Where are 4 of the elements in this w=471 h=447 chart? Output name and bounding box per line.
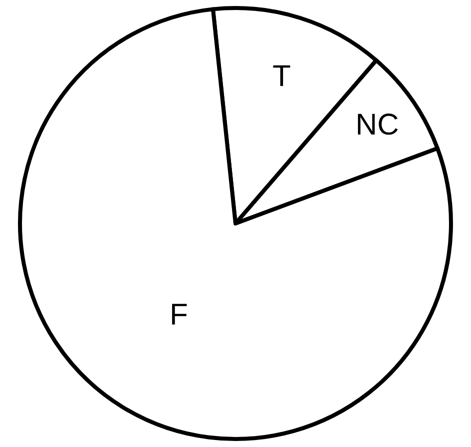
slice-label: T: [272, 60, 291, 93]
slice-label: F: [170, 298, 188, 332]
slice-label: NC: [356, 108, 399, 142]
pie-slice: [18, 7, 453, 441]
